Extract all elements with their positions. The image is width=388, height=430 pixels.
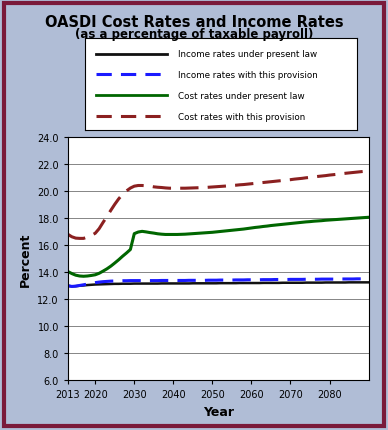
Text: Cost rates with this provision: Cost rates with this provision [178, 112, 305, 121]
Text: OASDI Cost Rates and Income Rates: OASDI Cost Rates and Income Rates [45, 15, 343, 30]
X-axis label: Year: Year [203, 405, 234, 418]
Text: (as a percentage of taxable payroll): (as a percentage of taxable payroll) [75, 28, 313, 41]
Text: Cost rates under present law: Cost rates under present law [178, 92, 304, 101]
Text: Income rates with this provision: Income rates with this provision [178, 71, 317, 80]
Text: Income rates under present law: Income rates under present law [178, 50, 317, 59]
Y-axis label: Percent: Percent [19, 232, 32, 286]
